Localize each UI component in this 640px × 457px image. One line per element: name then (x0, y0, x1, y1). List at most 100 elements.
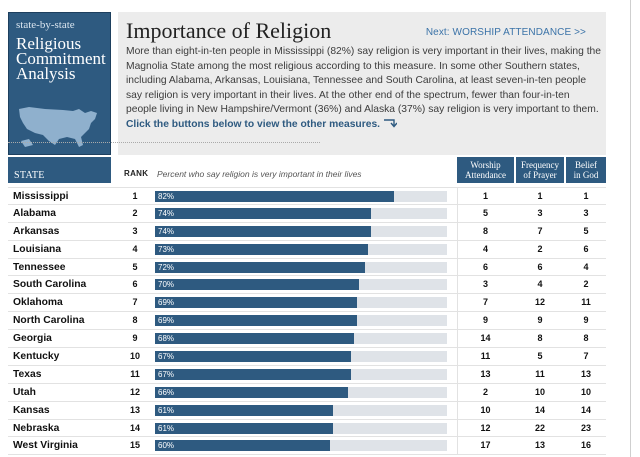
rank-value: 1 (132, 191, 138, 201)
percent-bar (155, 368, 351, 380)
percent-label: 66% (158, 387, 175, 397)
table-row: Louisiana 4 73% 4 2 6 (8, 240, 606, 259)
prayer-rank: 10 (534, 386, 545, 397)
god-rank: 4 (583, 261, 589, 272)
percent-label: 61% (158, 405, 175, 415)
percent-bar-track: 66% (155, 386, 447, 398)
percent-bar-track: 72% (155, 261, 447, 273)
worship-rank: 6 (482, 261, 488, 272)
state-name: West Virginia (13, 440, 78, 452)
table-row: Nebraska 14 61% 12 22 23 (8, 419, 606, 438)
percent-bar-track: 70% (155, 279, 447, 291)
column-divider (457, 204, 458, 223)
prayer-rank: 5 (537, 351, 543, 362)
state-name: Georgia (13, 333, 52, 345)
rank-value: 14 (129, 422, 140, 433)
brand-panel: state-by-state Religious Commitment Anal… (8, 12, 111, 155)
frequency-of-prayer-button[interactable]: Frequency of Prayer (516, 157, 564, 183)
worship-rank: 12 (480, 422, 491, 433)
percent-label: 60% (158, 441, 175, 451)
ranking-table: Mississippi 1 82% 1 1 1 Alabama 2 74% 5 3 3 Arkansas… (8, 187, 606, 456)
worship-rank: 9 (482, 315, 488, 326)
worship-rank: 5 (482, 207, 488, 218)
intro-paragraph: More than eight-in-ten people in Mississ… (126, 46, 602, 116)
percent-bar (155, 440, 331, 452)
rank-value: 5 (132, 261, 138, 272)
worship-attendance-button[interactable]: Worship Attendance (457, 157, 514, 183)
percent-bar (155, 225, 372, 237)
percent-bar-track: 61% (155, 404, 447, 416)
state-name: Kentucky (13, 351, 60, 363)
god-rank: 2 (583, 279, 589, 290)
percent-bar-track: 61% (155, 422, 447, 434)
god-rank: 16 (580, 440, 591, 451)
rank-value: 15 (129, 440, 140, 451)
button-label: Worship (470, 160, 501, 170)
column-divider (457, 240, 458, 259)
prayer-rank: 11 (535, 368, 545, 379)
state-name: North Carolina (13, 315, 85, 327)
intro-text: More than eight-in-ten people in Mississ… (126, 45, 602, 133)
worship-rank: 17 (480, 440, 491, 451)
percent-bar-track: 60% (155, 440, 447, 452)
state-name: Utah (13, 386, 36, 398)
brand-title-line: Commitment (16, 49, 106, 68)
next-measure-link[interactable]: Next: WORSHIP ATTENDANCE >> (425, 27, 586, 38)
worship-rank: 13 (480, 368, 491, 379)
percent-label: 72% (158, 262, 175, 272)
table-row: Mississippi 1 82% 1 1 1 (8, 187, 606, 206)
prayer-rank: 7 (537, 225, 543, 236)
percent-label: 69% (158, 298, 175, 308)
page-right-border (630, 0, 631, 457)
percent-bar-track: 73% (155, 243, 447, 255)
table-row: Kentucky 10 67% 11 5 7 (8, 348, 606, 366)
table-row: Kansas 13 61% 10 14 14 (8, 401, 606, 420)
god-rank: 13 (580, 368, 591, 379)
percent-label: 67% (158, 369, 175, 379)
worship-rank: 4 (482, 243, 488, 254)
prayer-rank: 22 (534, 422, 545, 433)
state-name: Texas (13, 368, 42, 380)
worship-rank: 11 (480, 351, 491, 362)
column-divider (457, 401, 458, 420)
percent-label: 68% (158, 334, 175, 344)
percent-label: 69% (158, 316, 175, 326)
percent-column-header: Percent who say religion is very importa… (157, 169, 362, 179)
brand-title-line: Analysis (16, 64, 76, 83)
percent-bar-track: 68% (155, 333, 447, 345)
percent-bar-track: 74% (155, 207, 447, 219)
rank-value: 3 (132, 225, 138, 236)
percent-label: 70% (158, 280, 175, 290)
percent-bar (155, 404, 334, 416)
rank-value: 7 (132, 297, 138, 308)
percent-bar (155, 333, 354, 345)
worship-rank: 3 (482, 279, 488, 290)
worship-rank: 10 (480, 404, 491, 415)
rank-value: 12 (129, 386, 140, 397)
state-name: Alabama (13, 207, 56, 219)
column-divider (457, 258, 458, 277)
state-name: Kansas (13, 404, 50, 416)
prayer-rank: 6 (537, 261, 543, 272)
button-label: Attendance (465, 169, 506, 180)
dotted-divider (8, 142, 320, 143)
rank-value: 6 (132, 279, 138, 290)
percent-bar (155, 279, 360, 291)
column-divider (457, 330, 458, 349)
worship-rank: 2 (482, 386, 488, 397)
percent-bar-track: 69% (155, 297, 447, 309)
column-divider (457, 294, 458, 313)
god-rank: 1 (583, 191, 589, 201)
percent-bar-track: 67% (155, 368, 447, 380)
button-label: Frequency (521, 160, 559, 170)
belief-in-god-button[interactable]: Belief in God (566, 157, 606, 183)
percent-label: 67% (158, 352, 175, 362)
god-rank: 14 (580, 404, 591, 415)
button-label: Belief (575, 160, 597, 170)
rank-value: 9 (132, 333, 138, 344)
state-name: Tennessee (13, 261, 66, 273)
prayer-rank: 14 (534, 404, 545, 415)
prayer-rank: 1 (537, 191, 543, 201)
percent-bar (155, 386, 348, 398)
header-box: Importance of Religion Next: WORSHIP ATT… (118, 12, 606, 155)
